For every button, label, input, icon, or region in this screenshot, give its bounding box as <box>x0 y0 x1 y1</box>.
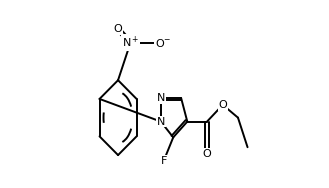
Text: F: F <box>161 156 167 166</box>
Text: O: O <box>218 100 227 110</box>
Text: N: N <box>157 93 165 103</box>
Text: O: O <box>203 149 211 159</box>
Text: O$^{-}$: O$^{-}$ <box>155 37 172 49</box>
Text: N: N <box>157 117 165 127</box>
Text: N$^+$: N$^+$ <box>122 35 139 50</box>
Text: O: O <box>114 24 122 34</box>
